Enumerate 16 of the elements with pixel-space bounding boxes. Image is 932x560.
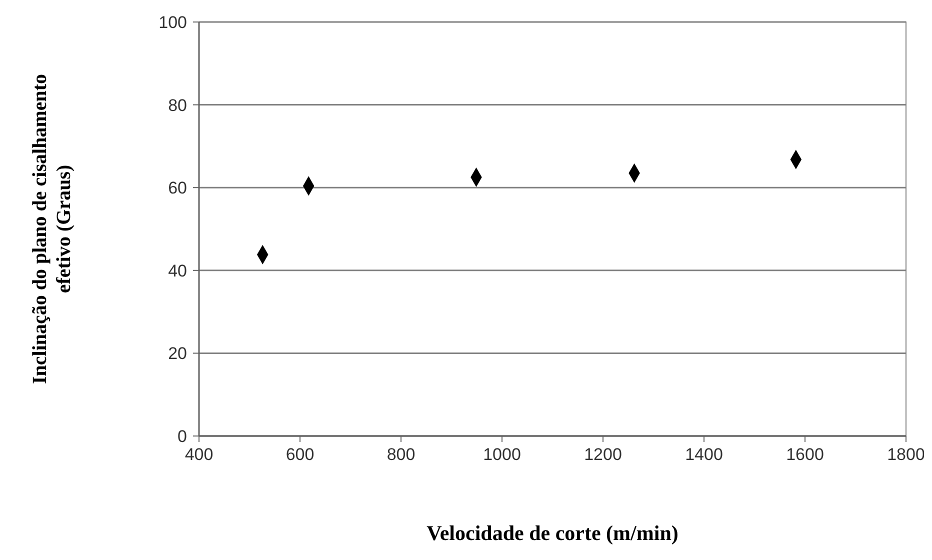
x-tick-label: 1400 — [685, 445, 723, 464]
x-tick-label: 600 — [286, 445, 314, 464]
y-axis-title: Inclinação do plano de cisalhamento efetivo (Graus) — [29, 74, 75, 384]
x-tick-label: 800 — [386, 445, 416, 464]
y-tick-label: 40 — [168, 261, 187, 280]
x-axis-title: Velocidade de corte (m/min) — [426, 521, 678, 545]
y-tick-label: 20 — [168, 344, 187, 364]
x-tick-label: 1200 — [584, 445, 622, 464]
x-tick-label: 1000 — [483, 445, 521, 464]
y-tick-label: 0 — [178, 426, 187, 446]
x-tick-label: 400 — [184, 445, 214, 464]
y-tick-label: 80 — [168, 96, 187, 115]
y-tick-label: 100 — [158, 12, 187, 32]
x-tick-label: 1800 — [887, 445, 925, 464]
y-tick-label: 60 — [168, 178, 187, 198]
x-tick-label: 1600 — [786, 445, 824, 464]
